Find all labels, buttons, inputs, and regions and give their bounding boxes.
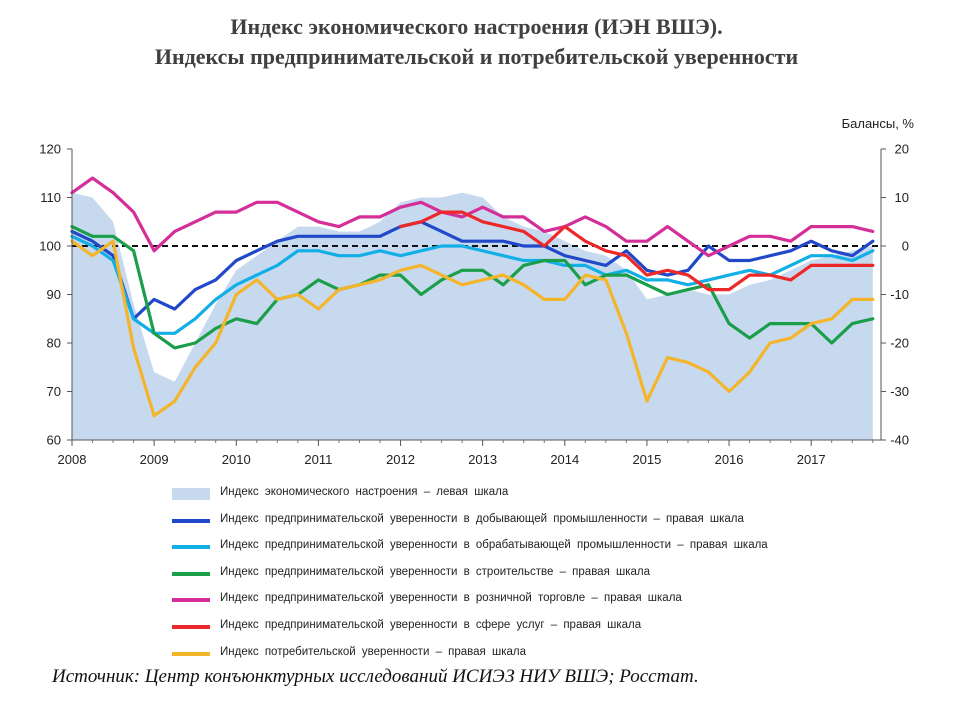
legend-label: Индекс предпринимательской уверенности в… [220,512,744,525]
legend-line-swatch [172,545,210,550]
left-tick-label: 80 [47,336,61,351]
legend-line-swatch [172,518,210,523]
series-line-3 [70,225,875,350]
x-tick-label: 2014 [550,452,579,467]
x-tick-label: 2017 [797,452,826,467]
legend-label: Индекс экономического настроения – левая… [220,486,509,498]
legend-label: Индекс предпринимательской уверенности в… [220,618,642,631]
legend-line-swatch [172,571,210,576]
right-tick-label: -10 [890,287,909,302]
series-line-6 [70,239,875,418]
ien-area [72,192,873,440]
series-line-2 [70,234,875,335]
legend-area-swatch [172,488,210,500]
source-note: Источник: Центр конъюнктурных исследован… [52,666,699,687]
right-tick-label: 10 [895,190,909,205]
series-line-5 [398,210,875,292]
left-tick-label: 60 [47,433,61,448]
right-tick-label: -40 [890,433,909,448]
chart-title-line-2: Индексы предпринимательской и потребител… [154,44,799,69]
x-tick-label: 2012 [386,452,415,467]
series-line-4 [70,176,875,258]
left-tick-label: 90 [47,287,61,302]
x-tick-label: 2009 [140,452,169,467]
right-tick-label: 0 [902,239,909,254]
chart-title-line-1: Индекс экономического настроения (ИЭН ВШ… [230,14,723,39]
x-tick-label: 2011 [304,452,332,467]
legend-label: Индекс предпринимательской уверенности в… [220,565,651,578]
left-tick-label: 70 [47,384,61,399]
x-tick-label: 2010 [222,452,251,467]
x-tick-label: 2008 [58,452,87,467]
legend-label: Индекс предпринимательской уверенности в… [220,592,682,605]
legend-line-swatch [172,598,210,603]
legend-line-swatch [172,651,210,656]
left-tick-label: 120 [39,142,61,157]
right-axis-title: Балансы, % [842,116,915,131]
right-tick-label: -20 [890,336,909,351]
x-tick-label: 2016 [715,452,744,467]
legend-label: Индекс потребительской уверенности – пра… [220,645,526,658]
x-tick-label: 2013 [468,452,497,467]
legend-label: Индекс предпринимательской уверенности в… [220,539,768,552]
left-tick-label: 100 [39,239,61,254]
right-tick-label: -30 [890,384,909,399]
x-tick-label: 2015 [632,452,661,467]
legend-line-swatch [172,624,210,629]
series-line-1 [70,220,875,321]
left-tick-label: 110 [40,190,61,205]
right-tick-label: 20 [895,142,909,157]
